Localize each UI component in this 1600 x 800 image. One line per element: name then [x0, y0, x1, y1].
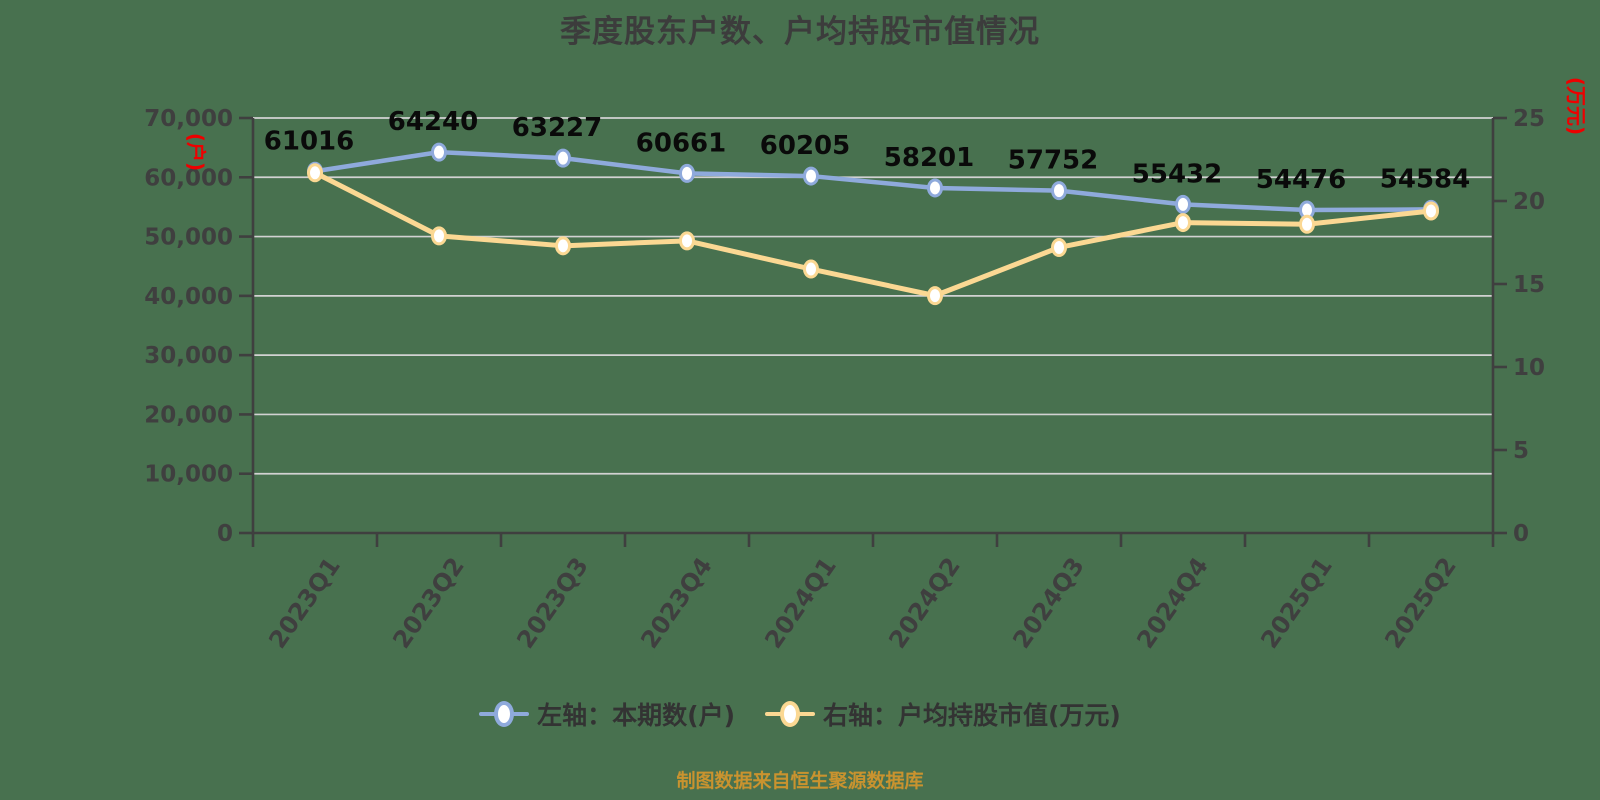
x-axis-label: 2023Q3 — [511, 552, 594, 653]
x-axis-label: 2024Q3 — [1007, 552, 1090, 653]
data-point-marker — [927, 178, 943, 198]
series-line-shareholder-count — [312, 149, 1434, 213]
left-axis-tick-label: 30,000 — [144, 343, 233, 369]
data-point-value-label: 58201 — [884, 143, 974, 173]
x-axis-label: 2024Q4 — [1131, 552, 1214, 653]
data-point-marker — [1299, 214, 1315, 234]
data-point-marker — [927, 286, 943, 306]
left-axis-unit-label: (户) — [184, 133, 208, 171]
data-point-value-label: 63227 — [512, 113, 602, 143]
data-point-marker — [803, 259, 819, 279]
data-point-value-label: 61016 — [264, 126, 354, 156]
data-point-marker — [1051, 237, 1067, 257]
left-axis-tick-label: 60,000 — [144, 165, 233, 191]
x-axis-label: 2023Q2 — [387, 552, 470, 653]
legend-label-left-axis: 左轴：本期数(户) — [537, 701, 735, 730]
yellow-line-circle-icon — [765, 696, 815, 732]
x-axis-label: 2025Q1 — [1255, 552, 1338, 653]
data-point-marker — [307, 163, 323, 183]
right-axis-tick-label: 0 — [1513, 521, 1529, 547]
data-point-marker — [431, 226, 447, 246]
series-line-avg-holding-value — [312, 170, 1434, 299]
data-point-value-label: 54476 — [1256, 165, 1346, 195]
x-axis-label: 2025Q2 — [1379, 552, 1462, 653]
legend-label-right-axis: 右轴：户均持股市值(万元) — [823, 701, 1121, 730]
left-axis-tick-label: 0 — [217, 521, 233, 547]
left-axis-tick-label: 10,000 — [144, 462, 233, 488]
data-source-note: 制图数据来自恒生聚源数据库 — [676, 770, 924, 792]
legend: 左轴：本期数(户) 右轴：户均持股市值(万元) — [0, 696, 1600, 732]
data-point-marker — [1423, 201, 1439, 221]
data-point-marker — [555, 236, 571, 256]
x-axis-label: 2024Q1 — [759, 552, 842, 653]
x-axis-label: 2023Q4 — [635, 552, 718, 653]
left-axis-tick-label: 20,000 — [144, 402, 233, 428]
x-axis-label: 2023Q1 — [263, 552, 346, 653]
chart-title: 季度股东户数、户均持股市值情况 — [560, 14, 1040, 50]
data-point-marker — [555, 148, 571, 168]
data-point-value-label: 57752 — [1008, 146, 1098, 176]
left-axis-tick-label: 70,000 — [144, 106, 233, 132]
right-axis-tick-label: 20 — [1513, 189, 1545, 215]
data-point-marker — [1175, 194, 1191, 214]
data-point-value-label: 60205 — [760, 131, 850, 161]
data-point-marker — [679, 231, 695, 251]
data-point-value-label: 64240 — [388, 107, 478, 137]
left-axis-tick-label: 40,000 — [144, 284, 233, 310]
data-point-value-label: 54584 — [1380, 164, 1470, 194]
legend-item-shareholder-count[interactable]: 左轴：本期数(户) — [479, 696, 735, 732]
data-point-value-label: 60661 — [636, 128, 726, 158]
blue-line-circle-icon — [479, 696, 530, 732]
dual-axis-line-chart: 0 10,000 20,000 30,000 40,000 50,000 60,000 70,… — [144, 77, 1588, 654]
x-axis-label: 2024Q2 — [883, 552, 966, 653]
data-point-value-label: 55432 — [1132, 159, 1222, 189]
right-axis-tick-label: 5 — [1513, 438, 1529, 464]
data-point-marker — [431, 142, 447, 162]
left-axis-tick-label: 50,000 — [144, 225, 233, 251]
data-point-marker — [679, 163, 695, 183]
data-point-marker — [1051, 181, 1067, 201]
right-axis-unit-label: (万元) — [1564, 77, 1588, 135]
data-point-marker — [1175, 213, 1191, 233]
right-axis-tick-label: 25 — [1513, 106, 1545, 132]
right-axis-tick-label: 10 — [1513, 355, 1545, 381]
right-axis-tick-label: 15 — [1513, 272, 1545, 298]
legend-item-avg-holding-value[interactable]: 右轴：户均持股市值(万元) — [765, 696, 1121, 732]
data-point-marker — [803, 166, 819, 186]
